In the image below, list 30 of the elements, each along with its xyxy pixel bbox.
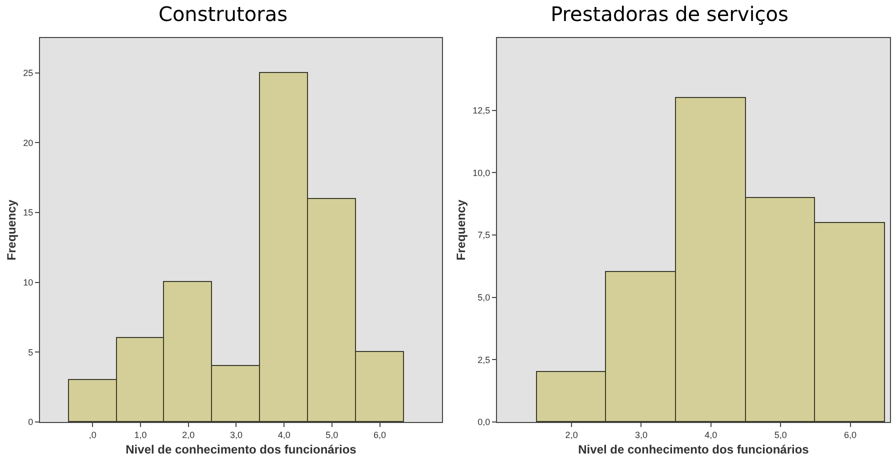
x-tick-label: 1,0 [134,430,147,440]
y-tick-label: 5 [28,347,34,358]
x-axis-title: Nivel de conhecimento dos funcionários [126,442,357,457]
chart-title: Construtoras [158,2,288,26]
x-tick-label: 6,0 [374,430,386,440]
y-axis-title: Frequency [4,199,18,260]
y-tick-label: 12,5 [472,105,490,116]
y-tick-label: 2,5 [478,354,490,365]
y-tick-label: 10 [23,278,34,288]
y-tick-label: 0,0 [478,417,490,428]
y-tick-label: 20 [23,138,34,148]
x-tick-label: 5,0 [774,430,787,440]
x-tick-label: 3,0 [634,430,648,440]
y-tick-label: 0 [28,417,34,428]
x-tick-label: 4,0 [278,430,290,440]
x-tick-label: 3,0 [230,430,242,440]
y-tick-label: 10,0 [472,168,490,178]
x-tick-label: 4,0 [704,430,718,440]
y-tick-label: 7,5 [478,230,490,240]
x-tick-label: 6,0 [844,430,857,440]
x-axis-title: Nivel de conhecimento dos funcionários [578,442,810,457]
x-tick-label: 5,0 [326,430,338,440]
chart-title: Prestadoras de serviços [550,2,788,26]
y-tick-label: 25 [23,68,34,78]
x-tick-label: ,0 [88,430,96,440]
y-axis-title: Frequency [454,199,468,260]
y-tick-label: 5,0 [478,292,490,302]
y-tick-label: 15 [23,208,34,218]
x-tick-label: 2,0 [182,430,195,440]
x-tick-label: 2,0 [565,430,578,440]
